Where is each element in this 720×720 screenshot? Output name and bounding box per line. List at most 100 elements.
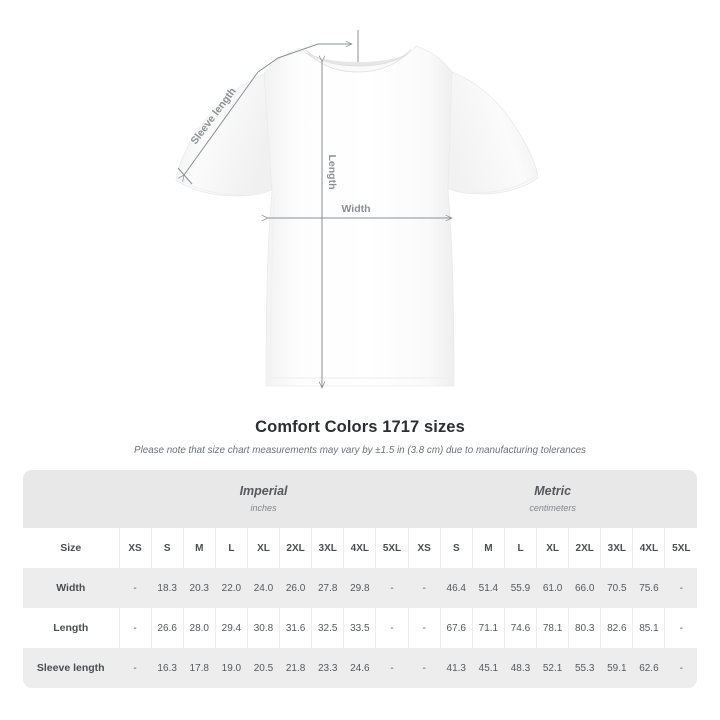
size-col-imperial-5xl: 5XL bbox=[375, 528, 409, 568]
size-chart-table: Imperial inches Metric centimeters Size XS S M L… bbox=[23, 470, 698, 688]
right-sleeve-hem bbox=[471, 175, 537, 193]
cell-metric: 61.0 bbox=[536, 568, 569, 608]
cell-imperial: - bbox=[375, 608, 409, 648]
cell-metric: - bbox=[407, 568, 441, 608]
unit-group-sub: centimeters bbox=[529, 502, 576, 513]
size-table: Imperial inches Metric centimeters Size XS S M L… bbox=[23, 470, 698, 688]
length-label: Length bbox=[326, 155, 338, 190]
size-col-metric-2xl: 2XL bbox=[568, 528, 601, 568]
cell-imperial: 16.3 bbox=[150, 648, 184, 688]
cell-imperial: 24.0 bbox=[246, 568, 280, 608]
cell-imperial: 19.0 bbox=[214, 648, 248, 688]
cell-metric: 48.3 bbox=[503, 648, 537, 688]
cell-imperial: 27.8 bbox=[311, 568, 344, 608]
cell-metric: 59.1 bbox=[600, 648, 633, 688]
right-sleeve bbox=[441, 71, 539, 195]
size-col-imperial-3xl: 3XL bbox=[311, 528, 344, 568]
cell-imperial: - bbox=[375, 648, 409, 688]
cell-imperial: 33.5 bbox=[343, 608, 376, 648]
cell-imperial: - bbox=[118, 568, 152, 608]
cell-imperial: 26.0 bbox=[279, 568, 312, 608]
sleeve-length-tick-low bbox=[177, 167, 193, 185]
cell-metric: 78.1 bbox=[536, 608, 569, 648]
cell-imperial: 32.5 bbox=[311, 608, 344, 648]
cell-imperial: 23.3 bbox=[311, 648, 344, 688]
size-col-metric-3xl: 3XL bbox=[600, 528, 633, 568]
cell-imperial: 31.6 bbox=[279, 608, 312, 648]
size-header-row: Size XS S M L XL 2XL 3XL 4XL 5XL XS S M L XL 2XL 3XL 4XL 5… bbox=[23, 528, 698, 568]
cell-imperial: 18.3 bbox=[150, 568, 184, 608]
size-col-imperial-l: L bbox=[214, 528, 248, 568]
cell-metric: 46.4 bbox=[439, 568, 473, 608]
cell-imperial: 21.8 bbox=[279, 648, 312, 688]
cell-metric: 62.6 bbox=[632, 648, 665, 688]
cell-imperial: 28.0 bbox=[182, 608, 216, 648]
cell-imperial: 26.6 bbox=[150, 608, 184, 648]
unit-group-name: Metric bbox=[534, 484, 572, 499]
cell-metric: - bbox=[407, 648, 441, 688]
size-col-metric-m: M bbox=[471, 528, 505, 568]
size-col-metric-xl: XL bbox=[536, 528, 569, 568]
cell-imperial: 20.5 bbox=[246, 648, 280, 688]
cell-imperial: - bbox=[118, 648, 152, 688]
neck-opening bbox=[305, 48, 412, 73]
measurement-label: Width bbox=[23, 568, 119, 608]
cell-imperial: 20.3 bbox=[182, 568, 216, 608]
tolerance-note: Please note that size chart measurements… bbox=[134, 445, 586, 456]
unit-group-metric: Metric centimeters bbox=[408, 470, 698, 528]
tshirt-illustration: Sleeve length Length Width bbox=[175, 30, 539, 410]
unit-group-imperial: Imperial inches bbox=[119, 470, 409, 528]
cell-metric: 41.3 bbox=[439, 648, 473, 688]
title-block: Comfort Colors 1717 sizes Please note th… bbox=[0, 418, 720, 456]
sleeve-length-line bbox=[184, 71, 259, 175]
left-sleeve bbox=[175, 73, 277, 197]
size-col-imperial-xs: XS bbox=[118, 528, 152, 568]
cell-metric: 80.3 bbox=[568, 608, 601, 648]
cell-metric: 74.6 bbox=[503, 608, 537, 648]
table-row: Sleeve length -16.3 17.8 19.0 20.5 21.8 23.3 24… bbox=[23, 648, 698, 688]
measurement-label: Length bbox=[23, 608, 119, 648]
size-col-imperial-xl: XL bbox=[246, 528, 280, 568]
cell-metric: 71.1 bbox=[471, 608, 505, 648]
cell-metric: 55.9 bbox=[503, 568, 537, 608]
size-col-imperial-2xl: 2XL bbox=[279, 528, 312, 568]
unit-header-spacer bbox=[23, 470, 119, 528]
cell-metric: - bbox=[664, 568, 698, 608]
size-col-metric-4xl: 4XL bbox=[632, 528, 665, 568]
cell-imperial: 29.4 bbox=[214, 608, 248, 648]
cell-metric: - bbox=[664, 608, 698, 648]
cell-metric: 66.0 bbox=[568, 568, 601, 608]
cell-metric: 52.1 bbox=[536, 648, 569, 688]
tshirt-body bbox=[263, 45, 455, 387]
size-col-imperial-m: M bbox=[182, 528, 216, 568]
cell-metric: 67.6 bbox=[439, 608, 473, 648]
size-col-metric-5xl: 5XL bbox=[664, 528, 698, 568]
cell-imperial: 22.0 bbox=[214, 568, 248, 608]
page-title: Comfort Colors 1717 sizes bbox=[255, 418, 465, 436]
unit-header-row: Imperial inches Metric centimeters bbox=[23, 470, 698, 528]
size-col-metric-l: L bbox=[503, 528, 537, 568]
size-col-imperial-4xl: 4XL bbox=[343, 528, 376, 568]
cell-metric: 55.3 bbox=[568, 648, 601, 688]
cell-metric: 85.1 bbox=[632, 608, 665, 648]
cell-metric: - bbox=[407, 608, 441, 648]
size-col-metric-xs: XS bbox=[407, 528, 441, 568]
cell-imperial: 24.6 bbox=[343, 648, 376, 688]
cell-imperial: 30.8 bbox=[246, 608, 280, 648]
unit-group-sub: inches bbox=[250, 502, 277, 513]
cell-imperial: 17.8 bbox=[182, 648, 216, 688]
table-row: Length -26.6 28.0 29.4 30.8 31.6 32.5 33.5- -67.… bbox=[23, 608, 698, 648]
cell-metric: - bbox=[664, 648, 698, 688]
row-label-header: Size bbox=[23, 528, 119, 568]
cell-metric: 82.6 bbox=[600, 608, 633, 648]
table-row: Width -18.3 20.3 22.0 24.0 26.0 27.8 29.8- -46.4… bbox=[23, 568, 698, 608]
cell-metric: 51.4 bbox=[471, 568, 505, 608]
size-col-metric-s: S bbox=[439, 528, 473, 568]
measurement-label: Sleeve length bbox=[23, 648, 119, 688]
width-label: Width bbox=[341, 203, 370, 215]
cell-imperial: 29.8 bbox=[343, 568, 376, 608]
cell-metric: 45.1 bbox=[471, 648, 505, 688]
dimension-annotations bbox=[177, 30, 452, 388]
size-col-imperial-s: S bbox=[150, 528, 184, 568]
cell-imperial: - bbox=[118, 608, 152, 648]
